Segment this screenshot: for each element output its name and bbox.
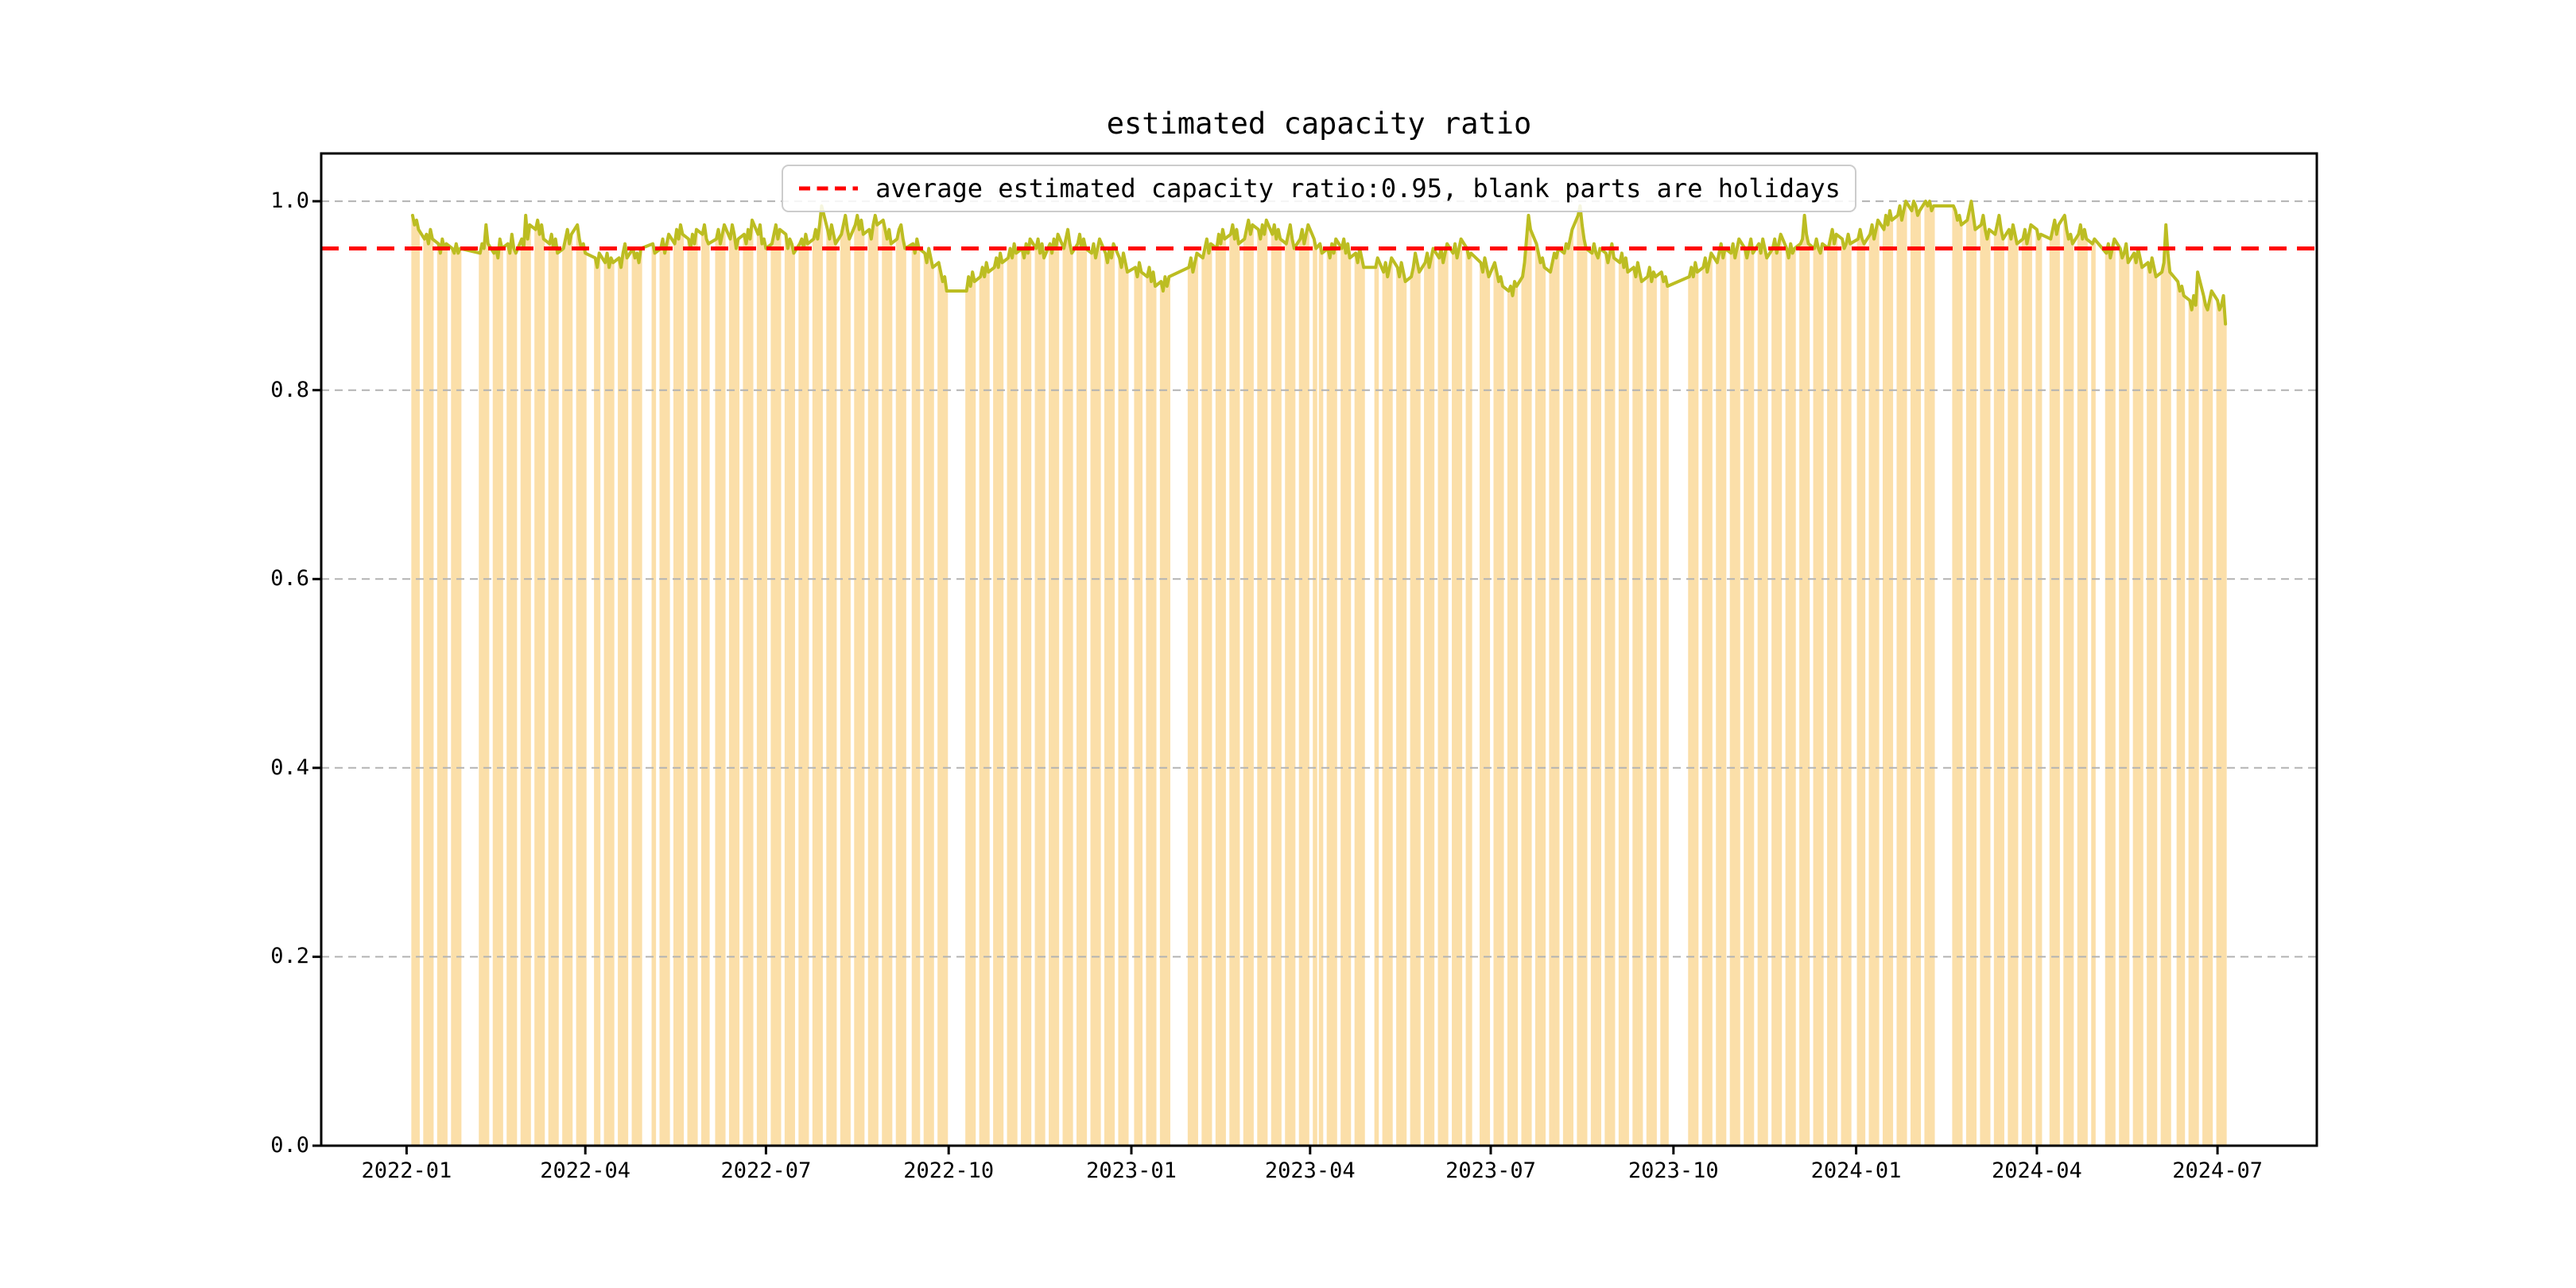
x-tick-label: 2024-01 [1810,1158,1902,1183]
capacity-bars [411,201,2227,1146]
y-tick-label: 0.6 [270,566,309,592]
tick-marks [312,200,2219,1154]
y-tick-label: 0.4 [270,755,309,780]
capacity-line [410,200,2228,326]
x-tick-label: 2023-04 [1264,1158,1356,1183]
x-tick-label: 2023-01 [1086,1158,1177,1183]
y-tick-label: 1.0 [270,188,309,214]
x-tick-label: 2023-10 [1627,1158,1719,1183]
x-tick-label: 2022-04 [540,1158,631,1183]
chart-title: estimated capacity ratio [1106,107,1532,141]
x-tick-label: 2022-10 [903,1158,995,1183]
x-tick-label: 2024-04 [1991,1158,2082,1183]
x-tick-label: 2022-07 [720,1158,812,1183]
x-tick-label: 2023-07 [1445,1158,1536,1183]
y-tick-label: 0.8 [270,377,309,402]
y-tick-label: 0.2 [270,944,309,969]
x-tick-label: 2024-07 [2172,1158,2263,1183]
plot-frame [320,152,2318,1147]
y-tick-label: 0.0 [270,1133,309,1158]
x-tick-label: 2022-01 [361,1158,452,1183]
